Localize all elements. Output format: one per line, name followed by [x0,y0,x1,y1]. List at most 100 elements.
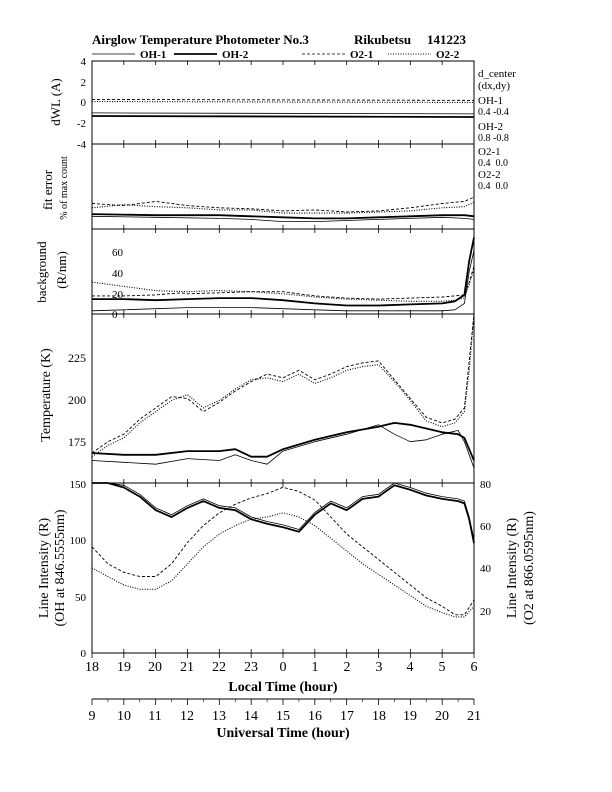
ut-tick-label: 11 [148,709,161,724]
background-ytick-label: 20 [112,289,124,301]
legend-label-oh-2: OH-2 [222,49,249,61]
ut-tick-label: 14 [244,709,258,724]
dwl-info-oh-1-value: 0.4 -0.4 [478,107,509,118]
fit-ylabel: fit error [40,169,55,210]
background-ytick-label: 0 [112,309,118,321]
intensity-ytick-label-right: 80 [480,479,492,491]
dwl-ytick-label: -4 [77,139,87,151]
dwl-yticks: 4 2 0 -2 -4 [77,56,87,151]
local-time-tick-label: 3 [376,660,383,675]
intensity-ylabel: Line Intensity (R) [37,518,52,619]
legend-label-o2-1: O2-1 [350,49,373,61]
temperature-series-oh-1 [91,424,475,469]
ut-tick-marks [91,699,475,705]
background-ytick-label: 60 [112,247,124,259]
local-time-tick-label: 5 [439,660,446,675]
temperature-ytick-label: 200 [68,393,86,407]
temperature-series-oh-2 [91,421,475,461]
dwl-info-subtitle: (dx,dy) [478,80,510,92]
dwl-ytick-label: 0 [81,97,87,109]
background-series-oh-1 [91,250,475,312]
local-time-tick-label: 18 [85,660,99,675]
intensity-ylabel-right: Line Intensity (R) [505,518,520,619]
local-time-tick-label: 2 [344,660,351,675]
ut-tick-label: 12 [180,709,194,724]
intensity-ytick-label-right: 20 [480,606,492,618]
local-time-tick-label: 22 [212,660,226,675]
ut-ticks: 9 10 11 12 13 14 15 16 17 18 19 20 21 [89,709,482,724]
ut-tick-label: 10 [117,709,131,724]
ut-tick-label: 17 [340,709,354,724]
intensity-series-oh-2 [92,482,475,544]
local-time-tick-label: 1 [312,660,319,675]
fit-series-o2-2 [91,201,475,214]
intensity-ytick-label-left: 150 [70,479,87,491]
local-time-tick-label: 4 [407,660,414,675]
legend-label-oh-1: OH-1 [140,49,166,61]
dwl-series [91,98,475,118]
dwl-ytick-label: -2 [77,118,86,130]
local-time-tick-label: 20 [148,660,162,675]
legend: OH-1 OH-2 O2-1 O2-2 [92,49,460,61]
panel-tick-marks [91,61,475,658]
dwl-info-oh-2-name: OH-2 [478,121,503,133]
ut-tick-label: 20 [435,709,449,724]
dwl-ytick-label: 2 [81,77,87,89]
intensity-ytick-label-left: 0 [81,648,87,660]
ut-tick-label: 15 [276,709,290,724]
background-ylabel: background [34,241,49,303]
fit-series-oh-2 [91,213,475,220]
intensity-series-oh-1 [92,482,475,540]
dwl-info-oh-1-name: OH-1 [478,95,503,107]
intensity-series-o2-2 [91,512,475,618]
temperature-ytick-label: 175 [68,435,86,449]
dwl-ylabel: dWL (A) [48,78,63,126]
dwl-series-o2-2 [91,100,475,104]
background-yticks: 60 40 20 0 [112,247,124,321]
panel-dwl-frame [91,60,475,145]
background-series-o2-1 [92,266,475,300]
legend-label-o2-2: O2-2 [436,49,460,61]
chart-title: Airglow Temperature Photometer No.3 [92,32,309,47]
ut-tick-label: 16 [308,709,322,724]
background-series [91,237,475,312]
ut-tick-label: 21 [467,709,481,724]
local-time-tick-label: 21 [180,660,194,675]
background-series-o2-2 [91,269,475,302]
dwl-info-o2-2-value: 0.4 0.0 [478,181,508,192]
fit-series-o2-1 [91,196,475,213]
dwl-series-o2-1 [91,98,475,101]
intensity-ytick-label-right: 40 [480,563,492,575]
ut-axis-title: Universal Time (hour) [216,726,350,741]
dwl-ytick-label: 4 [81,56,87,68]
intensity-ytick-label-left: 50 [75,592,87,604]
intensity-series [91,482,475,618]
local-time-tick-label: 19 [117,660,131,675]
dwl-series-oh-2 [91,115,475,118]
dwl-info-title: d_center [478,68,516,80]
intensity-yticks-right: 80 60 40 20 [480,479,492,618]
intensity-ytick-label-left: 100 [70,535,87,547]
ut-tick-label: 13 [212,709,226,724]
background-ylabel-unit: (R/nm) [54,251,69,289]
date-code: 141223 [427,32,467,47]
fit-series [91,196,475,223]
fit-series-oh-1 [91,215,475,223]
temperature-yticks: 225 200 175 [68,351,86,449]
dwl-info-o2-2-name: O2-2 [478,169,501,181]
dwl-series-oh-1 [91,112,475,115]
local-time-axis-title: Local Time (hour) [228,680,337,695]
ut-tick-label: 9 [89,709,96,724]
local-time-ticks: 18 19 20 21 22 23 0 1 2 3 4 5 6 [85,660,478,675]
dwl-info-oh-2-value: 0.8 -0.8 [478,133,509,144]
temperature-ytick-label: 225 [68,351,86,365]
panel-temperature-frame [91,313,475,484]
intensity-ytick-label-right: 60 [480,521,492,533]
panel-intensity-frame [91,482,475,654]
local-time-tick-label: 23 [244,660,258,675]
background-series-oh-2 [92,237,475,307]
dwl-info-o2-1-name: O2-1 [478,146,501,158]
background-ytick-label: 40 [112,268,124,280]
temperature-series [91,313,475,469]
